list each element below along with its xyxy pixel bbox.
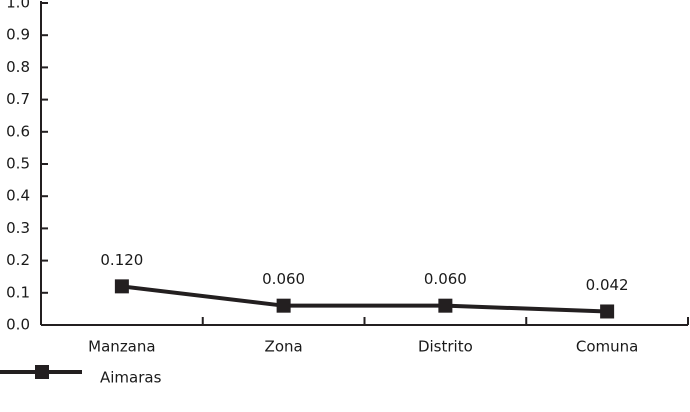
y-tick-label: 0.6 bbox=[6, 122, 30, 140]
y-tick-label: 0.0 bbox=[6, 316, 30, 334]
y-tick-label: 0.2 bbox=[6, 251, 30, 269]
y-tick-label: 0.5 bbox=[6, 155, 30, 173]
x-tick-label: Distrito bbox=[418, 338, 473, 356]
y-tick-label: 0.4 bbox=[6, 187, 30, 205]
y-tick-label: 0.3 bbox=[6, 219, 30, 237]
marker bbox=[276, 298, 291, 313]
y-tick-label: 0.9 bbox=[6, 26, 30, 44]
x-tick-label: Comuna bbox=[576, 338, 638, 356]
y-tick-label: 1.0 bbox=[6, 0, 30, 12]
data-label: 0.042 bbox=[586, 276, 629, 294]
x-tick-label: Zona bbox=[265, 338, 303, 356]
data-label: 0.060 bbox=[424, 270, 467, 288]
marker bbox=[438, 298, 453, 313]
legend-label: Aimaras bbox=[100, 369, 162, 387]
y-tick-label: 0.8 bbox=[6, 58, 30, 76]
x-tick-label: Manzana bbox=[88, 338, 155, 356]
y-tick-label: 0.7 bbox=[6, 90, 30, 108]
legend-marker bbox=[35, 365, 49, 379]
data-label: 0.120 bbox=[100, 251, 143, 269]
y-tick-label: 0.1 bbox=[6, 283, 30, 301]
series-line bbox=[121, 284, 608, 314]
marker bbox=[114, 279, 129, 294]
data-label: 0.060 bbox=[262, 270, 305, 288]
marker bbox=[600, 304, 615, 319]
